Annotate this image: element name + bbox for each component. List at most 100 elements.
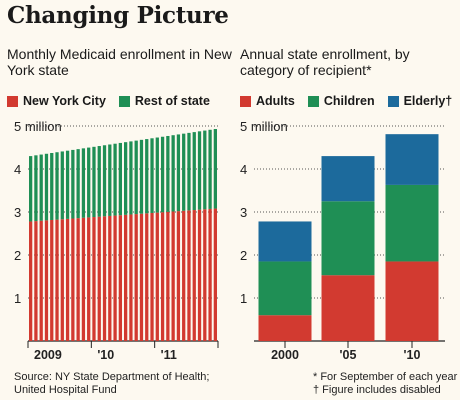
bar-new-york-city	[182, 210, 186, 341]
bar-new-york-city	[50, 219, 54, 341]
bar-rest-of-state	[213, 129, 217, 209]
bar-new-york-city	[44, 220, 49, 341]
bar-rest-of-state	[55, 152, 59, 220]
bar-elderly	[385, 134, 439, 185]
bar-adults	[321, 275, 375, 341]
bar-rest-of-state	[203, 130, 207, 210]
bar-new-york-city	[34, 221, 38, 341]
left-ytick-label: 4	[14, 162, 21, 177]
right-ytick-label: 3	[240, 205, 247, 220]
legend-swatch-rest-of-state	[118, 95, 130, 107]
bar-new-york-city	[213, 208, 217, 341]
bar-rest-of-state	[192, 132, 196, 211]
footnotes: * For September of each year † Figure in…	[313, 371, 457, 397]
bar-new-york-city	[118, 215, 122, 341]
bar-rest-of-state	[50, 153, 54, 220]
left-unit-label: 5 million	[14, 119, 62, 134]
bar-rest-of-state	[97, 146, 101, 217]
bar-rest-of-state	[102, 145, 107, 217]
left-chart: 1 2 3 4 5 million 2009 '10 '11	[14, 119, 219, 362]
bar-new-york-city	[176, 211, 181, 341]
bar-new-york-city	[124, 214, 128, 341]
bar-new-york-city	[39, 220, 43, 341]
legend-item-elderly: Elderly†	[387, 94, 453, 108]
bar-new-york-city	[102, 216, 107, 341]
bar-rest-of-state	[39, 154, 43, 221]
right-legend: Adults Children Elderly†	[240, 94, 460, 108]
bar-new-york-city	[97, 216, 101, 341]
bar-rest-of-state	[108, 144, 112, 216]
bar-new-york-city	[203, 209, 207, 341]
right-xtick-label: 2000	[271, 348, 299, 362]
right-xtick-label: '05	[340, 348, 357, 362]
left-ytick-label: 2	[14, 248, 21, 263]
legend-swatch-elderly	[387, 95, 399, 107]
bar-rest-of-state	[155, 137, 159, 213]
right-unit-label: 5 million	[240, 119, 288, 134]
bar-new-york-city	[87, 217, 91, 341]
bar-rest-of-state	[182, 133, 186, 211]
source-line-1: Source: NY State Department of Health;	[14, 371, 210, 383]
bar-rest-of-state	[113, 143, 117, 216]
bar-rest-of-state	[208, 129, 212, 209]
bar-rest-of-state	[60, 151, 64, 220]
bar-rest-of-state	[139, 139, 144, 214]
bar-adults	[385, 261, 439, 341]
bar-new-york-city	[108, 215, 112, 341]
legend-swatch-new-york-city	[7, 95, 18, 107]
bar-rest-of-state	[150, 138, 154, 213]
bar-new-york-city	[81, 217, 86, 341]
bar-new-york-city	[129, 214, 133, 341]
bar-new-york-city	[208, 208, 212, 341]
bar-rest-of-state	[187, 132, 191, 211]
right-chart: 1 2 3 4 5 million 2000 '05 '10	[240, 119, 445, 362]
legend-item-new-york-city: New York City	[7, 94, 106, 108]
legend-swatch-adults	[240, 95, 251, 107]
bar-rest-of-state	[34, 155, 38, 222]
right-ytick-label: 4	[240, 162, 247, 177]
bar-new-york-city	[139, 213, 144, 341]
bar-new-york-city	[113, 215, 117, 341]
bar-rest-of-state	[197, 131, 202, 210]
bar-new-york-city	[187, 210, 191, 341]
legend-label-children: Children	[323, 94, 375, 108]
left-xtick-label: '11	[161, 348, 177, 362]
source-line-2: United Hospital Fund	[14, 384, 117, 396]
left-ytick-label: 3	[14, 205, 21, 220]
bar-new-york-city	[60, 219, 64, 341]
left-legend: New York City Rest of state	[7, 94, 223, 108]
right-ytick-label: 2	[240, 248, 247, 263]
bar-rest-of-state	[145, 139, 149, 214]
bar-rest-of-state	[118, 142, 122, 216]
bar-rest-of-state	[171, 135, 175, 212]
bar-new-york-city	[171, 211, 175, 341]
bar-children	[321, 201, 375, 276]
bar-children	[258, 261, 312, 316]
bar-new-york-city	[150, 212, 154, 341]
bar-new-york-city	[92, 217, 96, 341]
left-xtick-label: '10	[97, 348, 114, 362]
bar-rest-of-state	[76, 149, 80, 219]
bar-rest-of-state	[124, 142, 128, 215]
bar-rest-of-state	[87, 147, 91, 218]
legend-label-elderly: Elderly†	[403, 94, 453, 108]
bar-new-york-city	[29, 221, 33, 341]
footnote-september: * For September of each year	[313, 371, 458, 383]
legend-label-adults: Adults	[256, 94, 295, 108]
left-chart-title: Monthly Medicaid enrollment in New York …	[7, 46, 232, 78]
bar-rest-of-state	[176, 134, 181, 212]
legend-item-rest-of-state: Rest of state	[118, 94, 210, 108]
bar-rest-of-state	[166, 135, 170, 212]
left-xtick-label: 2009	[34, 348, 62, 362]
legend-item-children: Children	[307, 94, 375, 108]
bar-new-york-city	[166, 211, 170, 341]
bar-new-york-city	[160, 212, 165, 341]
bar-rest-of-state	[71, 149, 75, 219]
bar-elderly	[321, 156, 375, 202]
bar-adults	[258, 315, 312, 341]
bar-elderly	[258, 221, 312, 262]
bar-rest-of-state	[29, 156, 33, 222]
bar-new-york-city	[134, 214, 138, 341]
right-chart-title: Annual state enrollment, by category of …	[240, 46, 410, 78]
